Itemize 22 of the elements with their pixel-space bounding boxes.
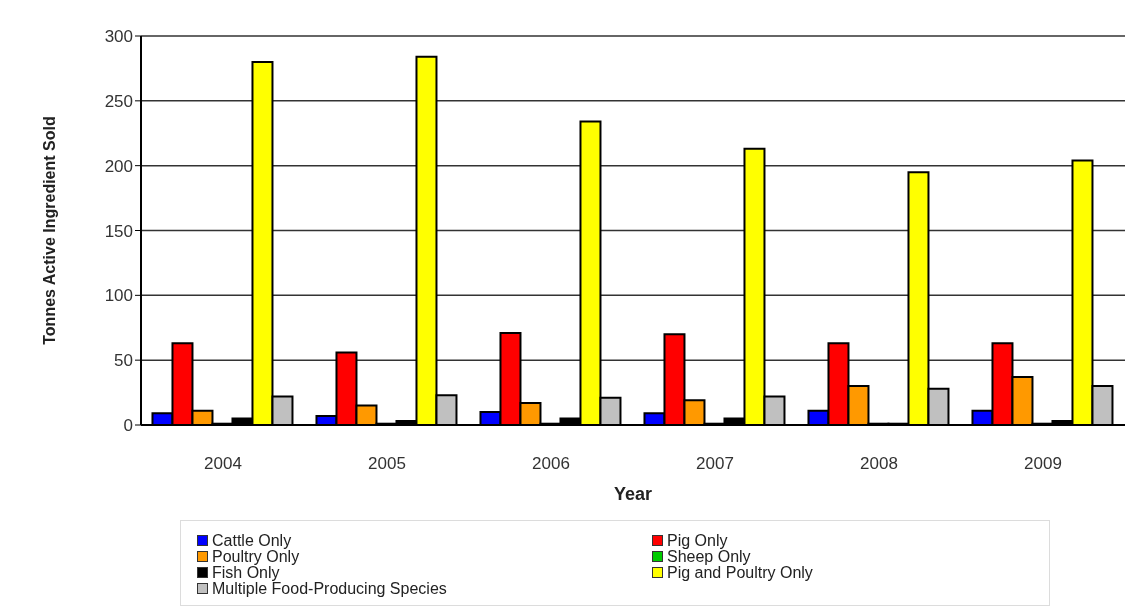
legend-label: Sheep Only: [667, 547, 751, 565]
x-tick-label: 2009: [1024, 454, 1062, 474]
legend-label: Cattle Only: [212, 531, 292, 549]
legend-label: Multiple Food-Producing Species: [212, 579, 447, 597]
x-tick-label: 2006: [532, 454, 570, 474]
y-tick-label: 150: [104, 221, 133, 241]
legend-label: Pig Only: [667, 531, 728, 549]
x-axis-title: Year: [613, 484, 653, 504]
x-tick-label: 2007: [696, 454, 734, 474]
x-tick-label: 2008: [860, 454, 898, 474]
y-tick-label: 250: [104, 91, 133, 111]
y-tick-label: 0: [123, 416, 133, 436]
x-tick-label: 2005: [368, 454, 406, 474]
y-tick-label: 300: [104, 27, 133, 47]
y-tick-label: 50: [114, 351, 133, 371]
legend-label: Fish Only: [212, 563, 280, 581]
x-tick-label: 2004: [204, 454, 242, 474]
y-tick-label: 100: [104, 286, 133, 306]
legend-label: Poultry Only: [212, 547, 300, 565]
y-axis-title: Tonnes Active Ingredient Sold: [41, 116, 59, 345]
legend-label: Pig and Poultry Only: [667, 563, 813, 581]
y-tick-label: 200: [104, 156, 133, 176]
